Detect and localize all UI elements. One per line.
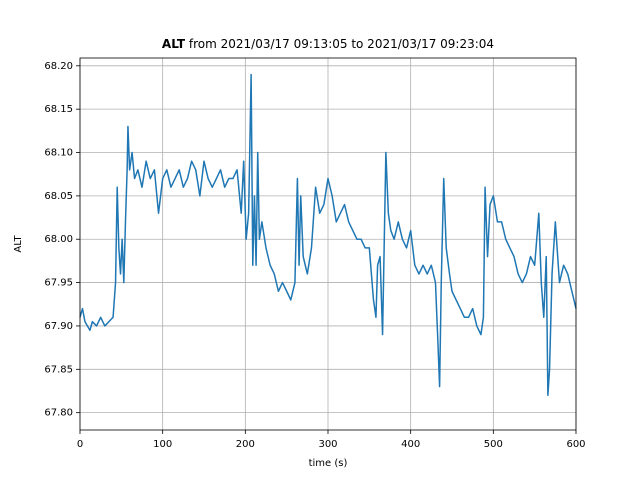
y-tick-label: 67.85 (44, 364, 73, 375)
y-tick-label: 68.05 (44, 191, 73, 202)
title-bold: ALT (162, 37, 186, 51)
y-tick-label: 67.80 (44, 408, 73, 419)
axes-frame (79, 57, 577, 431)
x-tick-label: 200 (236, 439, 255, 450)
y-tick-label: 68.15 (44, 104, 73, 115)
x-tick-label: 300 (318, 439, 337, 450)
x-tick-label: 500 (484, 439, 503, 450)
x-tick-label: 100 (153, 439, 172, 450)
y-tick-label: 67.95 (44, 278, 73, 289)
title-text: from 2021/03/17 09:13:05 to 2021/03/17 0… (189, 37, 494, 51)
x-tick-label: 400 (401, 439, 420, 450)
y-tick-label: 68.20 (44, 61, 73, 72)
x-tick-label: 600 (566, 439, 585, 450)
line-series (79, 73, 577, 397)
y-tick-label: 68.00 (44, 234, 73, 245)
y-axis-label: ALT (13, 235, 24, 253)
y-tick-label: 68.10 (44, 148, 73, 159)
chart-title: ALT from 2021/03/17 09:13:05 to 2021/03/… (162, 37, 494, 51)
x-axis-label: time (s) (309, 458, 348, 469)
x-tick-label: 0 (77, 439, 83, 450)
y-tick-label: 67.90 (44, 321, 73, 332)
